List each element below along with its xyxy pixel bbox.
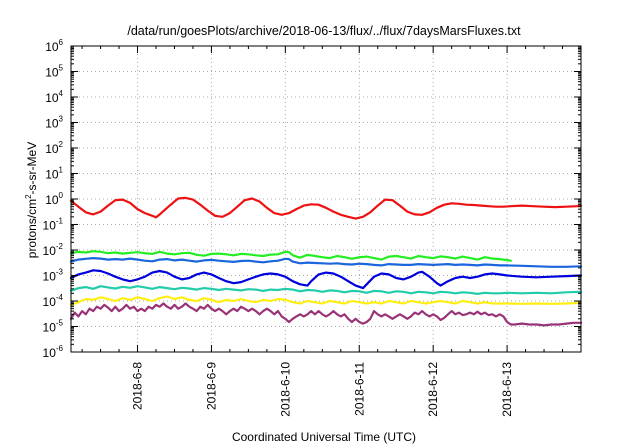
y-tick-base: 10: [45, 168, 59, 182]
y-tick-exponent: 3: [59, 115, 64, 124]
y-tick-label: 100: [45, 191, 63, 207]
y-tick-exponent: 6: [59, 38, 64, 47]
x-tick-label: 2018-6-12: [426, 362, 440, 417]
y-tick-base: 10: [45, 142, 59, 156]
series-line-7: [69, 302, 583, 327]
y-tick-base: 10: [43, 321, 57, 335]
plot-frame: [70, 45, 582, 353]
x-tick-label: 2018-6-9: [204, 362, 218, 410]
y-tick-base: 10: [45, 66, 59, 80]
y-tick-base: 10: [43, 270, 57, 284]
y-tick-exponent: -1: [56, 217, 64, 226]
series-line-2: [69, 250, 512, 262]
y-tick-exponent: -4: [56, 293, 64, 302]
y-tick-label: 10-3: [43, 268, 64, 284]
series-line-4: [69, 269, 583, 290]
gridlines: [71, 46, 581, 352]
chart-title: /data/run/goesPlots/archive/2018-06-13/f…: [127, 24, 521, 38]
y-tick-exponent: -3: [56, 268, 64, 277]
y-axis-label: protons/cm2-s-sr-MeV: [24, 142, 39, 258]
y-tick-base: 10: [45, 40, 59, 54]
y-tick-label: 102: [45, 140, 63, 156]
series-line-5: [69, 285, 583, 295]
y-tick-label: 10-1: [43, 217, 64, 233]
y-axis-label-suffix: -s-sr-MeV: [25, 142, 39, 195]
y-axis-label-superscript: 2: [24, 194, 33, 199]
y-tick-label: 10-6: [43, 344, 64, 360]
y-tick-exponent: 1: [59, 166, 64, 175]
x-tick-label: 2018-6-8: [131, 362, 145, 410]
y-tick-base: 10: [45, 193, 59, 207]
y-axis-label-prefix: protons/cm: [25, 199, 39, 258]
y-tick-exponent: -6: [56, 344, 64, 353]
y-tick-labels: 10610510410310210110010-110-210-310-410-…: [43, 38, 64, 360]
y-tick-base: 10: [43, 346, 57, 360]
y-tick-exponent: 2: [59, 140, 64, 149]
y-tick-label: 103: [45, 115, 63, 131]
y-tick-label: 10-5: [43, 319, 64, 335]
x-tick-label: 2018-6-11: [352, 362, 366, 416]
y-tick-label: 104: [45, 89, 63, 105]
y-tick-base: 10: [43, 219, 57, 233]
y-tick-base: 10: [45, 117, 59, 131]
y-tick-label: 101: [45, 166, 63, 182]
x-axis-label: Coordinated Universal Time (UTC): [232, 430, 416, 444]
x-tick-labels: 2018-6-8 2018-6-9 2018-6-10 2018-6-11 2018-6…: [131, 362, 515, 417]
series-line-1: [69, 196, 583, 220]
y-tick-label: 105: [45, 64, 63, 80]
x-tick-label: 2018-6-13: [500, 362, 514, 417]
y-tick-base: 10: [43, 295, 57, 309]
y-tick-label: 10-4: [43, 293, 64, 309]
y-tick-label: 10-2: [43, 242, 64, 258]
y-tick-exponent: 0: [59, 191, 64, 200]
series-lines: [69, 196, 583, 327]
y-tick-exponent: -5: [56, 319, 64, 328]
y-tick-exponent: 4: [59, 89, 64, 98]
y-tick-label: 106: [45, 38, 63, 54]
y-tick-base: 10: [45, 91, 59, 105]
series-line-3: [69, 257, 583, 268]
y-tick-exponent: 5: [59, 64, 64, 73]
x-tick-label: 2018-6-10: [278, 362, 292, 417]
y-tick-base: 10: [43, 244, 57, 258]
series-line-6: [69, 295, 583, 306]
y-tick-exponent: -2: [56, 242, 64, 251]
